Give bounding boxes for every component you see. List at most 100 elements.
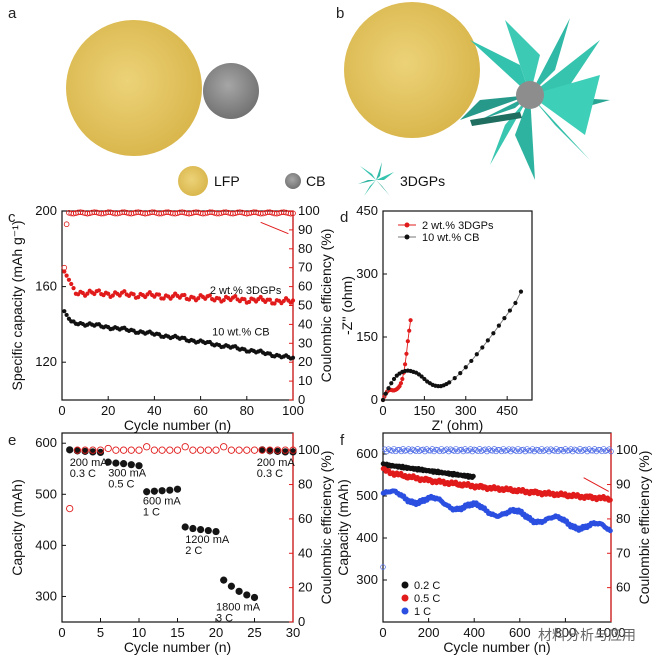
capacity-point (204, 526, 212, 535)
capacity-point-3dgps (221, 298, 226, 303)
nyquist-point-3dgps (398, 381, 404, 386)
y2-tick-label: 80 (298, 241, 312, 256)
capacity-point-0.2c (470, 473, 476, 479)
capacity-point-3dgps (290, 298, 296, 303)
legend-label: 10 wt.% CB (422, 232, 479, 244)
lfp-particle (66, 20, 202, 156)
rate-annotation: 200 mA (70, 457, 109, 469)
efficiency-point (166, 446, 174, 454)
capacity-point (127, 461, 135, 469)
rate-annotation: 3 C (216, 612, 233, 624)
capacity-point (135, 462, 143, 470)
nyquist-point-3dgps (404, 351, 409, 356)
y-axis-label: Capacity (mAh) (9, 479, 25, 575)
efficiency-point (504, 447, 510, 454)
efficiency-point (535, 447, 541, 453)
nyquist-point-cb (496, 323, 501, 328)
capacity-point-3dgps (122, 289, 127, 294)
efficiency-point (396, 446, 403, 453)
efficiency-point (559, 446, 565, 453)
panel-d-letter: d (340, 209, 348, 226)
panel-e-letter: e (8, 432, 16, 449)
nyquist-point-cb (383, 391, 388, 396)
nyquist-point-3dgps (405, 339, 410, 344)
y2-tick-label: 70 (616, 545, 630, 560)
efficiency-point (73, 446, 82, 454)
efficiency-point (400, 446, 406, 452)
capacity-point-3dgps (64, 273, 69, 278)
nyquist-point-cb (507, 308, 513, 313)
nyquist-point-cb (452, 376, 457, 381)
efficiency-point (158, 446, 166, 454)
efficiency-point (526, 447, 532, 454)
capacity-point-3dgps (247, 299, 252, 305)
y-tick-label: 150 (356, 329, 378, 344)
x-tick-label: 30 (286, 625, 300, 640)
rate-annotation: 2 C (185, 545, 202, 557)
legend-cb-swatch (285, 173, 301, 189)
capacity-point (227, 582, 235, 590)
efficiency-point (235, 446, 243, 454)
y2-tick-label: 40 (298, 545, 312, 560)
efficiency-point (266, 446, 274, 454)
efficiency-point (593, 448, 600, 455)
efficiency-point (196, 446, 205, 454)
y2-tick-label: 0 (298, 614, 305, 629)
efficiency-point (96, 446, 105, 454)
efficiency-point (557, 446, 563, 453)
capacity-point (158, 487, 166, 495)
efficiency-point (204, 446, 212, 454)
lfp-particle-b (344, 2, 480, 138)
x-axis-label: Cycle number (n) (443, 639, 550, 655)
efficiency-point (290, 210, 296, 217)
capacity-point-3dgps (242, 297, 247, 302)
x-axis-label: Cycle number (n) (124, 417, 231, 433)
efficiency-point (431, 448, 437, 455)
y2-tick-label: 60 (616, 580, 630, 595)
capacity-point-3dgps (110, 293, 115, 298)
efficiency-point (462, 446, 468, 452)
capacity-point-3dgps (92, 291, 97, 297)
capacity-point-3dgps (267, 297, 272, 302)
capacity-point (281, 448, 289, 456)
annotation-cb: 10 wt.% CB (212, 327, 269, 339)
x-tick-label: 5 (97, 625, 104, 640)
efficiency-point (289, 446, 297, 454)
nyquist-point-cb (463, 365, 468, 370)
efficiency-point (112, 446, 120, 454)
capacity-point (173, 485, 182, 493)
efficiency-point (562, 446, 569, 452)
capacity-point (112, 459, 120, 467)
y2-tick-label: 100 (616, 442, 638, 457)
y-tick-label: 400 (356, 530, 378, 545)
x-tick-label: 0 (58, 625, 65, 640)
nyquist-point-cb (419, 374, 424, 379)
x-tick-label: 15 (170, 625, 184, 640)
y-axis-label: Capacity (mAh) (335, 479, 351, 575)
legend-label: 2 wt.% 3DGPs (422, 220, 494, 232)
efficiency-point (566, 447, 572, 454)
capacity-point (289, 448, 297, 456)
x-tick-label: 20 (209, 625, 223, 640)
capacity-point-3dgps (182, 292, 187, 298)
efficiency-point (127, 446, 135, 454)
efficiency-point (287, 210, 294, 217)
nyquist-point-cb (386, 386, 391, 391)
y-tick-label: 120 (35, 354, 57, 369)
capacity-point-3dgps (66, 277, 72, 282)
y-tick-label: 600 (35, 435, 57, 450)
nyquist-point-cb (491, 331, 496, 336)
plot-frame (61, 210, 294, 401)
nyquist-point-cb (474, 352, 479, 357)
y-tick-label: 450 (356, 203, 378, 218)
capacity-point (197, 525, 205, 534)
y-tick-label: 300 (35, 588, 57, 603)
y2-tick-label: 80 (616, 511, 630, 526)
capacity-point-3dgps (156, 292, 162, 297)
capacity-point-3dgps (272, 301, 277, 306)
efficiency-point (212, 446, 220, 454)
nyquist-point-cb (480, 345, 485, 350)
efficiency-point (281, 446, 289, 454)
efficiency-point (61, 264, 68, 271)
